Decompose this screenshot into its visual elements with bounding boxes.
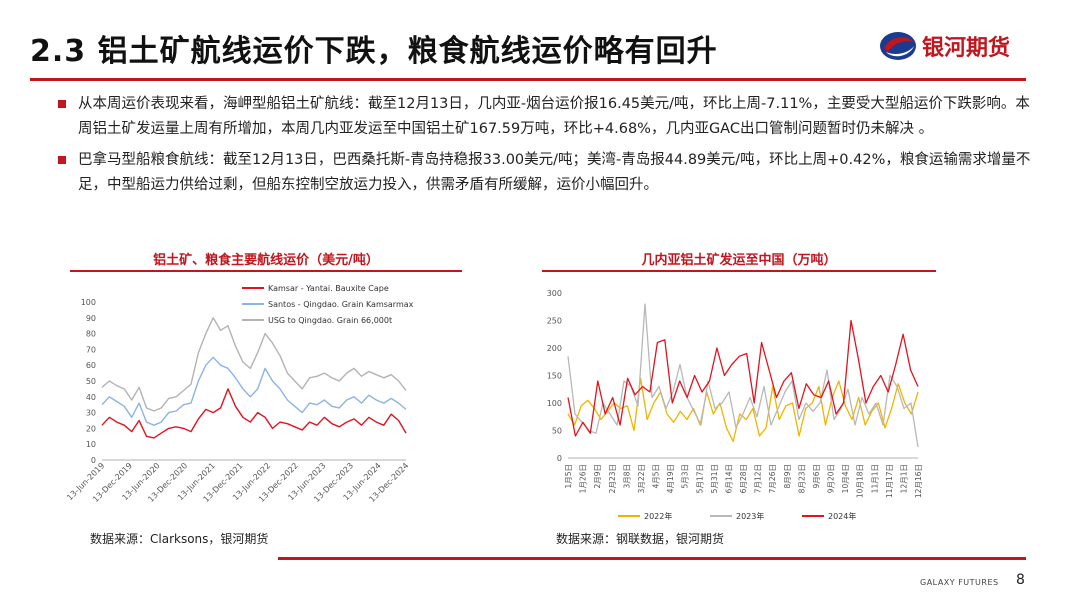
chart2-title: 几内亚铝土矿发运至中国（万吨）	[641, 253, 837, 268]
chart2-x-tick-label: 1月26日	[579, 464, 588, 493]
chart1-source: 数据来源：Clarksons，银河期货	[90, 532, 269, 546]
chart1-y-tick-label: 70	[86, 345, 96, 354]
chart2-x-tick-label: 6月14日	[724, 464, 733, 493]
chart2-x-tick-label: 4月19日	[666, 464, 675, 493]
chart2-x-tick-label: 7月26日	[768, 464, 777, 493]
chart2-x-tick-label: 3月22日	[637, 464, 646, 493]
chart2-legend-label: 2023年	[736, 511, 764, 521]
chart2-x-tick-label: 9月20日	[827, 464, 836, 493]
chart2-x-tick-label: 12月16日	[914, 464, 923, 498]
chart2-y-tick-label: 100	[547, 399, 562, 408]
chart2-y-tick-label: 300	[547, 289, 562, 298]
chart2-x-tick-label: 4月5日	[652, 464, 661, 489]
footer-brand: GALAXY FUTURES	[920, 578, 999, 587]
chart2-legend-label: 2024年	[828, 511, 856, 521]
chart2-x-tick-label: 2月23日	[608, 464, 617, 493]
chart1-series-line-2	[101, 317, 407, 412]
chart2-x-tick-label: 5月3日	[681, 464, 690, 489]
chart1-title-rule	[70, 270, 462, 272]
chart2-x-tick-label: 11月1日	[870, 464, 879, 493]
chart1-y-tick-label: 90	[86, 314, 96, 323]
chart2-x-tick-label: 11月17日	[885, 464, 894, 498]
galaxy-logo-icon	[880, 32, 916, 60]
bullet-text: 从本周运价表现来看，海岬型船铝土矿航线：截至12月13日，几内亚-烟台运价报16…	[78, 96, 1030, 137]
chart1-y-tick-label: 10	[86, 440, 96, 449]
chart1-series-line-0	[101, 388, 407, 439]
chart1-y-tick-label: 40	[86, 393, 96, 402]
chart1-y-tick-label: 50	[86, 377, 96, 386]
chart2-y-tick-label: 200	[547, 344, 562, 353]
bullet-text: 巴拿马型船粮食航线：截至12月13日，巴西桑托斯-青岛持稳报33.00美元/吨；…	[78, 152, 1031, 193]
chart2-x-tick-label: 8月9日	[783, 464, 792, 489]
chart2-x-tick-label: 12月1日	[899, 464, 908, 493]
chart2-x-tick-label: 10月4日	[841, 464, 850, 493]
brand-name: 银河期货	[922, 36, 1011, 61]
page-title: 2.3 铝土矿航线运价下跌，粮食航线运价略有回升	[30, 34, 718, 69]
chart1-y-tick-label: 0	[91, 456, 96, 465]
chart2-y-tick-label: 250	[547, 317, 562, 326]
chart2-svg: 0 50 100 150 200 250 300 1月5日 1月26日 2月9日 2月23日 3月8日…	[547, 289, 923, 521]
chart1-y-tick-label: 30	[86, 409, 96, 418]
chart2-y-tick-label: 0	[557, 454, 562, 463]
chart1-series-line-1	[101, 356, 407, 426]
chart1-legend-label: USG to Qingdao. Grain 66,000t	[268, 316, 392, 325]
bullet-square-icon	[58, 100, 66, 108]
chart2-series-line-2	[567, 319, 919, 437]
chart2-x-tick-label: 5月17日	[695, 464, 704, 493]
chart2-x-tick-label: 6月28日	[739, 464, 748, 493]
chart2-y-tick-label: 150	[547, 372, 562, 381]
bullet-square-icon	[58, 156, 66, 164]
chart1-svg: 010203040506070809010013-Jun-201913-Dec-…	[66, 284, 414, 504]
chart2-x-tick-label: 10月18日	[856, 464, 865, 498]
chart2-title-rule	[542, 270, 936, 272]
chart1-y-tick-label: 20	[86, 424, 96, 433]
chart2-x-tick-label: 1月5日	[564, 464, 573, 489]
chart1-title: 铝土矿、粮食主要航线运价（美元/吨）	[153, 253, 379, 268]
bullet-list: 从本周运价表现来看，海岬型船铝土矿航线：截至12月13日，几内亚-烟台运价报16…	[54, 92, 1034, 204]
chart1-legend-label: Kamsar - Yantai. Bauxite Cape	[268, 284, 389, 293]
chart2-x-tick-label: 8月23日	[797, 464, 806, 493]
footer-divider	[278, 557, 1026, 560]
title-divider	[30, 78, 1026, 81]
chart2-x-tick-label: 3月8日	[622, 464, 631, 489]
chart1-legend-label: Santos - Qingdao. Grain Kamsarmax	[268, 300, 414, 309]
chart2-x-tick-label: 5月31日	[710, 464, 719, 493]
bullet-item: 巴拿马型船粮食航线：截至12月13日，巴西桑托斯-青岛持稳报33.00美元/吨；…	[54, 148, 1034, 198]
chart2-y-tick-label: 50	[552, 427, 562, 436]
page-number: 8	[1016, 572, 1025, 588]
chart2-series-line-0	[567, 377, 919, 443]
chart2-legend-label: 2022年	[644, 511, 672, 521]
chart1-y-tick-label: 60	[86, 361, 96, 370]
chart2-source: 数据来源：钢联数据，银河期货	[556, 532, 725, 546]
chart2-x-tick-label: 2月9日	[593, 464, 602, 489]
chart2-x-tick-label: 9月6日	[812, 464, 821, 489]
chart1-y-tick-label: 100	[81, 298, 96, 307]
bullet-item: 从本周运价表现来看，海岬型船铝土矿航线：截至12月13日，几内亚-烟台运价报16…	[54, 92, 1034, 142]
chart2-x-tick-label: 7月12日	[754, 464, 763, 493]
chart1-y-tick-label: 80	[86, 330, 96, 339]
